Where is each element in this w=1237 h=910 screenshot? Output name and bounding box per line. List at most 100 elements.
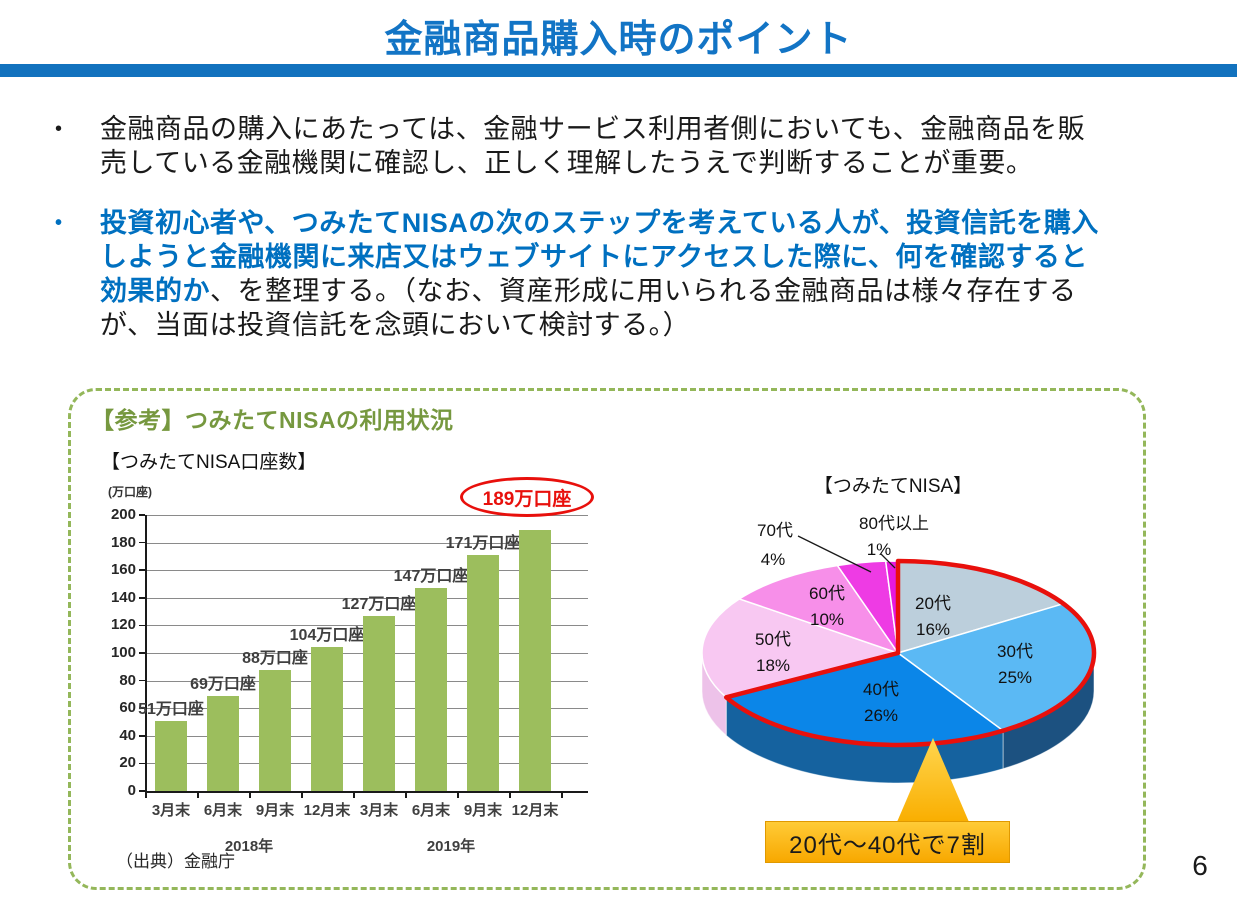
y-tick-label: 80 [119,671,136,689]
x-tick [249,791,251,798]
bar [259,669,291,791]
pie-slice-50s [701,598,901,699]
y-tick [139,624,145,627]
y-tick-label: 20 [119,754,136,772]
x-category-label: 9月末 [463,802,503,819]
bar-chart-plot: (万口座) 189万口座 2018年 2019年 0 20 40 60 80 100 120… [98,477,598,883]
bullet-text: 投資初心者や、つみたてNISAの次のステップを考えている人が、投資信託を購入 し… [100,206,1190,342]
gridline [145,570,588,572]
x-tick [301,791,303,798]
bar [155,720,187,791]
y-tick [139,569,145,571]
x-category-label: 9月末 [255,802,295,819]
leader-line-80s [880,553,896,569]
y-tick [139,735,145,737]
bar [363,615,395,791]
bullet-text: 金融商品の購入にあたっては、金融サービス利用者側においても、金融商品を販 売して… [100,112,1190,180]
page-number: 6 [1192,850,1208,881]
y-tick-label: 180 [110,533,136,551]
y-tick [139,652,145,654]
bar [415,588,447,791]
pie-label-80s-plus: 80代以上 [859,514,929,533]
title-rule [0,64,1237,77]
highlight-value-badge: 189万口座 [460,477,594,517]
bar-value-label: 127万口座 [341,595,417,613]
pie-chart-title: 【つみたてNISA】 [813,476,973,497]
y-tick [139,597,145,599]
y-tick-label: 100 [110,644,136,661]
pie-label-60s: 60代 10% [809,584,845,629]
pie-pct-80s-plus: 1% [866,540,892,559]
y-tick [139,679,145,682]
pie-label-50s: 50代 18% [755,630,791,675]
pie-highlight-outline [723,558,1097,748]
y-tick [139,762,145,765]
bullet-line: 投資初心者や、つみたてNISAの次のステップを考えている人が、投資信託を購入 [100,208,1099,238]
y-tick-label: 160 [110,561,136,579]
reference-heading: 【参考】つみたてNISAの利用状況 [91,407,454,433]
pie-chart [701,535,1097,784]
pie-label-40s: 40代 26% [863,680,899,725]
bullet-list: • 金融商品の購入にあたっては、金融サービス利用者側においても、金融商品を販 売… [55,112,1190,342]
x-tick [197,791,199,798]
bar-value-label: 88万口座 [242,649,308,667]
reference-box: 【参考】つみたてNISAの利用状況 【つみたてNISA口座数】 (万口座) 18… [68,388,1146,890]
pie-label-30s: 30代 25% [997,642,1033,687]
y-tick-label: 0 [127,782,136,799]
pie-label-70s: 70代 [757,521,793,540]
bar-value-label: 104万口座 [289,627,365,645]
y-tick-label: 140 [110,588,136,606]
x-tick [457,791,459,798]
page-title: 金融商品購入時のポイント [384,19,853,61]
bar-value-label: 147万口座 [393,568,469,586]
bar [207,695,239,791]
x-tick [405,791,407,798]
bullet-line: が、当面は投資信託を念頭において検討する。） [100,310,691,340]
y-axis-line [145,515,147,797]
source-note: （出典）金融庁 [116,852,235,871]
y-tick [139,790,145,792]
x-category-label: 3月末 [151,802,191,819]
y-tick-label: 40 [119,726,136,744]
x-category-label: 12月末 [511,802,559,819]
y-tick-label: 200 [110,506,136,523]
bullet-line: しようと金融機関に来店又はウェブサイトにアクセスした際に、何を確認すると [100,242,1088,272]
bullet-marker: • [55,118,63,140]
x-tick [509,791,511,798]
bullet-marker: • [55,212,63,234]
x-axis-line [145,791,588,793]
bar-chart-title: 【つみたてNISA口座数】 [101,452,317,473]
bullet-item: • 金融商品の購入にあたっては、金融サービス利用者側においても、金融商品を販 売… [55,112,1190,180]
gridline [145,597,588,599]
bar [467,555,499,791]
bullet-line: 売している金融機関に確認し、正しく理解したうえで判断することが重要。 [100,148,1034,178]
x-category-label: 6月末 [411,802,451,819]
bar [519,530,551,791]
y-tick-label: 60 [119,699,136,717]
bar [311,647,343,791]
bullet-line: 金融商品の購入にあたっては、金融サービス利用者側においても、金融商品を販 [100,114,1086,144]
bar-value-label: 51万口座 [138,700,204,718]
year-group-label: 2018年 [224,838,274,855]
x-category-label: 6月末 [203,802,243,819]
leader-line-70s [797,535,872,573]
y-axis-unit-label: (万口座) [108,485,152,499]
x-category-label: 3月末 [359,802,399,819]
y-tick-label: 120 [110,616,136,634]
bar-value-label: 69万口座 [190,675,256,693]
pie-pct-70s: 4% [760,550,786,569]
gridline [145,515,588,516]
x-tick [145,791,147,798]
y-tick [139,541,145,544]
y-tick [139,707,145,709]
bullet-line: 効果的か、を整理する。（なお、資産形成に用いられる金融商品は様々存在する [100,276,1077,306]
gridline [145,542,588,544]
x-category-label: 12月末 [303,802,351,819]
y-tick [139,514,145,516]
bullet-item: • 投資初心者や、つみたてNISAの次のステップを考えている人が、投資信託を購入… [55,206,1190,342]
x-tick [561,791,563,798]
year-group-label: 2019年 [426,838,476,855]
pie-label-20s: 20代 16% [915,594,951,639]
x-tick [353,791,355,798]
bar-value-label: 171万口座 [445,535,521,553]
